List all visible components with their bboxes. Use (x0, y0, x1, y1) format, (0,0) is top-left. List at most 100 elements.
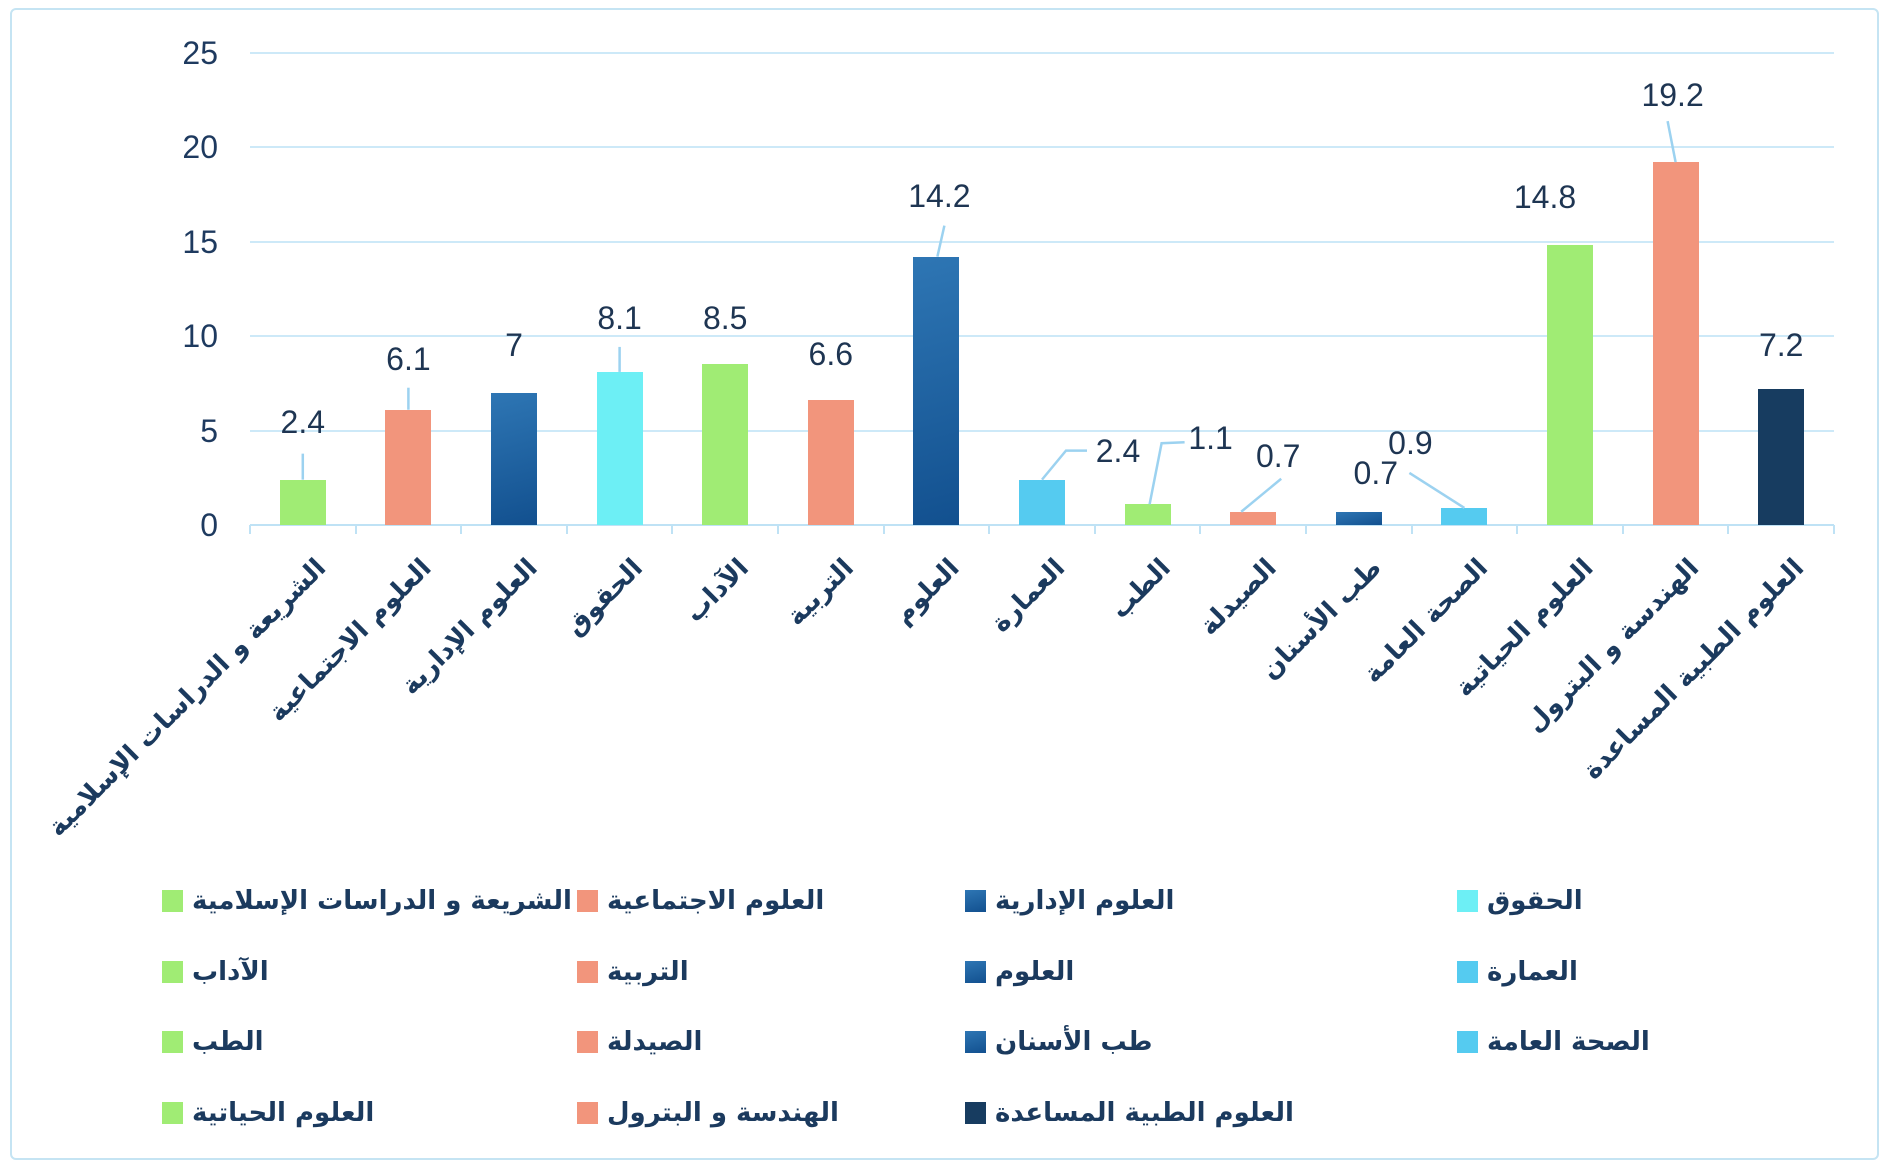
leader-line (1666, 120, 1677, 163)
x-axis-tick (1093, 525, 1096, 534)
y-axis-tick-label: 10 (182, 318, 218, 354)
legend-color-swatch (577, 961, 598, 983)
legend-color-swatch (965, 1102, 986, 1124)
x-axis-tick (460, 525, 463, 534)
x-axis-tick (1199, 525, 1202, 534)
bar (596, 371, 643, 525)
x-axis-tick (1410, 525, 1413, 534)
legend-color-swatch (577, 1031, 598, 1053)
gridline (250, 51, 1834, 54)
bar-value-label: 0.7 (1255, 437, 1301, 474)
gridline (250, 429, 1834, 432)
x-axis-tick (1621, 525, 1624, 534)
bar (1758, 388, 1805, 525)
legend-color-swatch (162, 1102, 183, 1124)
bar-value-label: 14.2 (908, 177, 971, 214)
x-axis-category-label: الصيدلة (1193, 553, 1283, 642)
legend-color-swatch (965, 890, 986, 912)
bar (1652, 162, 1699, 525)
x-axis-category-label: الحقوق (559, 553, 649, 642)
y-axis-tick-label: 0 (200, 507, 218, 543)
legend-item: الهندسة و البترول (577, 1100, 839, 1126)
legend-color-swatch (965, 961, 986, 983)
x-axis-category-label: العمارة (985, 553, 1072, 639)
x-axis-tick (1516, 525, 1519, 534)
legend-label: العمارة (1487, 957, 1578, 987)
bar (807, 400, 854, 525)
legend-label: العلوم الحياتية (192, 1098, 375, 1128)
bar (1335, 511, 1382, 525)
legend-item: العمارة (1457, 959, 1578, 985)
leader-line (1408, 471, 1466, 510)
bar (1441, 507, 1488, 525)
legend-label: التربية (607, 957, 689, 987)
legend-item: العلوم الحياتية (162, 1100, 374, 1126)
legend-color-swatch (162, 961, 183, 983)
x-axis-tick (777, 525, 779, 534)
chart-canvas: 0 5 10 15 20 25 2.4 6.1 7 8.1 8.5 6.6 14.2 2.4 1.1 0.7 0… (10, 8, 1879, 1160)
leader-line (1041, 449, 1087, 481)
bar-value-label: 0.7 (1353, 454, 1399, 491)
legend-color-swatch (577, 890, 598, 912)
y-axis-tick-label: 25 (182, 34, 218, 71)
y-axis-tick-label: 5 (200, 412, 218, 449)
bar-value-label: 8.1 (597, 299, 642, 336)
bar (1019, 479, 1065, 525)
legend-item: طب الأسنان (965, 1029, 1152, 1055)
legend-color-swatch (965, 1031, 986, 1053)
legend-color-swatch (162, 890, 183, 912)
legend-item: الطب (162, 1029, 264, 1055)
x-axis-category-label: الهندسة و البترول (1519, 553, 1705, 739)
x-axis-category-label: الآداب (678, 553, 755, 629)
bar (1230, 511, 1277, 525)
legend-label: الآداب (192, 957, 269, 987)
legend-item: التربية (577, 959, 689, 985)
legend-label: الصيدلة (607, 1027, 703, 1057)
gridline (250, 146, 1834, 148)
x-axis-tick (1727, 525, 1730, 534)
bar-value-label: 0.9 (1388, 424, 1433, 461)
x-axis-tick (988, 525, 991, 534)
legend-item: العلوم الطبية المساعدة (965, 1100, 1294, 1126)
x-axis-category-label: العلوم الطبية المساعدة (1577, 553, 1811, 786)
legend-item: الآداب (162, 959, 269, 985)
x-axis-category-label: التربية (781, 553, 861, 632)
legend-label: العلوم الإدارية (995, 886, 1175, 916)
x-axis-tick (1833, 525, 1835, 534)
x-axis-line (250, 524, 1834, 526)
gridline (250, 335, 1834, 337)
legend-item: الشريعة و الدراسات الإسلامية (162, 888, 572, 914)
leader-line (1148, 440, 1185, 505)
legend-label: العلوم الطبية المساعدة (995, 1098, 1294, 1128)
legend-label: الشريعة و الدراسات الإسلامية (192, 886, 572, 916)
legend-color-swatch (1457, 961, 1478, 983)
legend-color-swatch (1457, 1031, 1478, 1053)
bar-value-label: 7.2 (1758, 326, 1804, 363)
x-axis-tick (354, 525, 357, 534)
x-axis-category-label: العلوم (888, 553, 966, 631)
legend-color-swatch (577, 1102, 598, 1124)
bar-value-label: 19.2 (1641, 77, 1704, 114)
legend-item: الحقوق (1457, 888, 1583, 914)
bar (1547, 245, 1593, 525)
bar-value-label: 6.6 (808, 336, 854, 373)
y-axis-tick-label: 20 (182, 129, 218, 165)
y-axis-tick-label: 15 (182, 223, 218, 260)
bar-value-label: 8.5 (702, 300, 748, 337)
legend-color-swatch (1457, 890, 1478, 912)
x-axis-tick (882, 525, 885, 534)
bar (385, 409, 432, 525)
legend-label: الطب (192, 1027, 264, 1057)
x-axis-category-label: الطب (1105, 553, 1177, 625)
bar-value-label: 7 (505, 326, 523, 363)
legend-item: الصيدلة (577, 1029, 702, 1055)
bar-value-label: 2.4 (1095, 432, 1141, 469)
x-axis-tick (565, 525, 568, 534)
bar (279, 479, 326, 525)
legend-label: الصحة العامة (1487, 1027, 1650, 1057)
x-axis-tick (1305, 525, 1307, 534)
bar (913, 256, 960, 525)
bar-value-label: 2.4 (280, 403, 326, 440)
legend-label: الحقوق (1487, 886, 1583, 916)
x-axis-tick (249, 525, 251, 534)
